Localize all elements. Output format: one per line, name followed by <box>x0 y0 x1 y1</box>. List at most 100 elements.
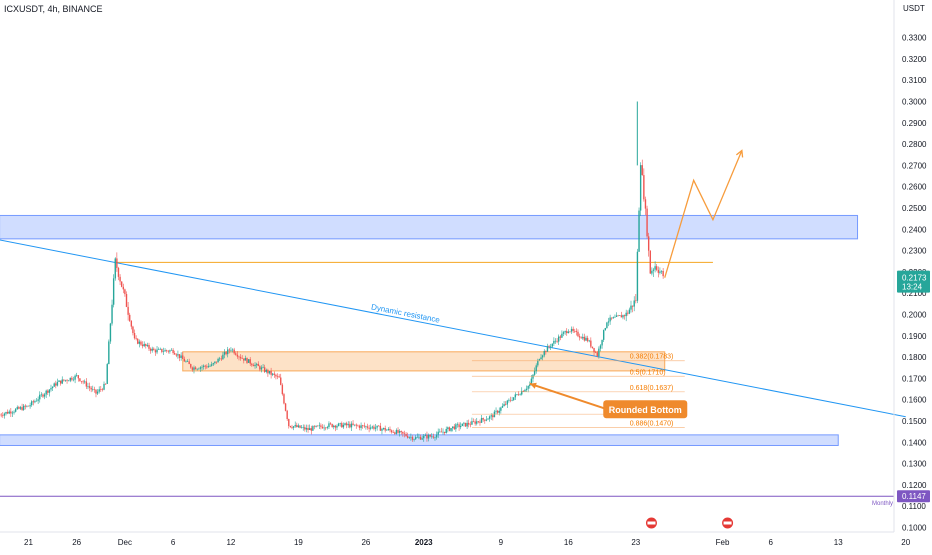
candle-body <box>2 415 3 416</box>
candle-body <box>409 437 410 438</box>
candle-body <box>500 408 501 411</box>
candle-body <box>277 376 278 377</box>
candle-body <box>168 351 169 352</box>
candle-body <box>34 401 35 402</box>
price-tick-label: 0.1500 <box>902 417 927 426</box>
time-tick-label: 12 <box>226 538 235 547</box>
candle-body <box>251 364 252 365</box>
fib-label: 0.618(0.1637) <box>630 385 674 392</box>
candle-body <box>439 432 440 433</box>
candle-body <box>637 252 638 301</box>
candle-body <box>441 432 442 433</box>
price-tick-label: 0.1100 <box>902 502 926 511</box>
candle-body <box>434 437 435 438</box>
candle-body <box>195 367 196 369</box>
candle-body <box>314 426 315 427</box>
zone-blue-0[interactable] <box>0 215 858 238</box>
candle-body <box>580 337 581 338</box>
candle-body <box>526 389 527 390</box>
candle-body <box>214 362 215 364</box>
candle-body <box>92 389 93 390</box>
candle-body <box>630 306 631 310</box>
candle-body <box>399 431 400 433</box>
candle-body <box>606 323 607 329</box>
candle-body <box>131 321 132 327</box>
candle-body <box>21 407 22 410</box>
candle-body <box>425 435 426 436</box>
candle-body <box>634 300 635 306</box>
candle-body <box>352 424 353 425</box>
candle-body <box>470 425 471 426</box>
candle-body <box>651 271 652 274</box>
candle-body <box>611 318 612 319</box>
candle-body <box>518 394 519 395</box>
candle-body <box>598 349 599 357</box>
price-tick-label: 0.1000 <box>902 524 927 533</box>
candle-body <box>613 317 614 318</box>
candle-body <box>616 315 617 316</box>
candle-body <box>68 381 69 382</box>
candle-body <box>420 437 421 440</box>
candle-body <box>364 426 365 427</box>
chart-title: ICXUSDT, 4h, BINANCE <box>4 4 103 14</box>
candle-body <box>423 436 424 438</box>
candle-body <box>272 374 273 375</box>
candle-body <box>502 406 503 408</box>
candle-body <box>534 371 535 375</box>
candle-body <box>134 333 135 338</box>
candle-body <box>224 352 225 355</box>
candle-body <box>147 345 148 346</box>
candle-body <box>124 289 125 294</box>
time-tick-label: 26 <box>361 538 370 547</box>
candle-body <box>508 400 509 401</box>
candle-body <box>145 344 146 346</box>
candle-body <box>401 431 402 432</box>
candle-body <box>295 425 296 426</box>
candle-body <box>603 330 604 340</box>
candle-body <box>413 439 414 440</box>
candle-body <box>383 428 384 429</box>
candle-body <box>642 165 643 175</box>
candle-body <box>82 381 83 382</box>
candle-body <box>115 258 116 278</box>
time-tick-label: 19 <box>294 538 303 547</box>
candle-body <box>317 426 318 427</box>
candle-body <box>227 350 228 355</box>
candle-body <box>524 390 525 392</box>
candle-body <box>585 338 586 341</box>
candle-body <box>219 359 220 360</box>
candle-body <box>12 413 13 414</box>
candle-body <box>357 426 358 427</box>
candle-body <box>36 401 37 402</box>
candle-body <box>84 381 85 382</box>
fib-label: 0.5(0.1710) <box>630 369 666 376</box>
candle-body <box>320 425 321 426</box>
candle-body <box>619 315 620 316</box>
candle-body <box>261 367 262 369</box>
candle-body <box>429 435 430 437</box>
candle-body <box>505 404 506 405</box>
candle-body <box>632 306 633 307</box>
candle-body <box>384 428 385 431</box>
candle-body <box>7 412 8 414</box>
candle-body <box>339 423 340 424</box>
candle-body <box>174 353 175 354</box>
candle-body <box>237 355 238 357</box>
candle-body <box>381 429 382 431</box>
candle-body <box>372 427 373 428</box>
candle-body <box>356 425 357 426</box>
candle-body <box>338 424 339 426</box>
candle-body <box>484 420 485 421</box>
candle-body <box>107 364 108 384</box>
candle-body <box>341 423 342 427</box>
candle-body <box>216 362 217 363</box>
candle-body <box>645 199 646 208</box>
candle-body <box>86 381 87 386</box>
candle-body <box>450 428 451 431</box>
candle-body <box>240 357 241 358</box>
candle-body <box>597 352 598 356</box>
candle-body <box>481 418 482 423</box>
candle-body <box>589 341 590 342</box>
